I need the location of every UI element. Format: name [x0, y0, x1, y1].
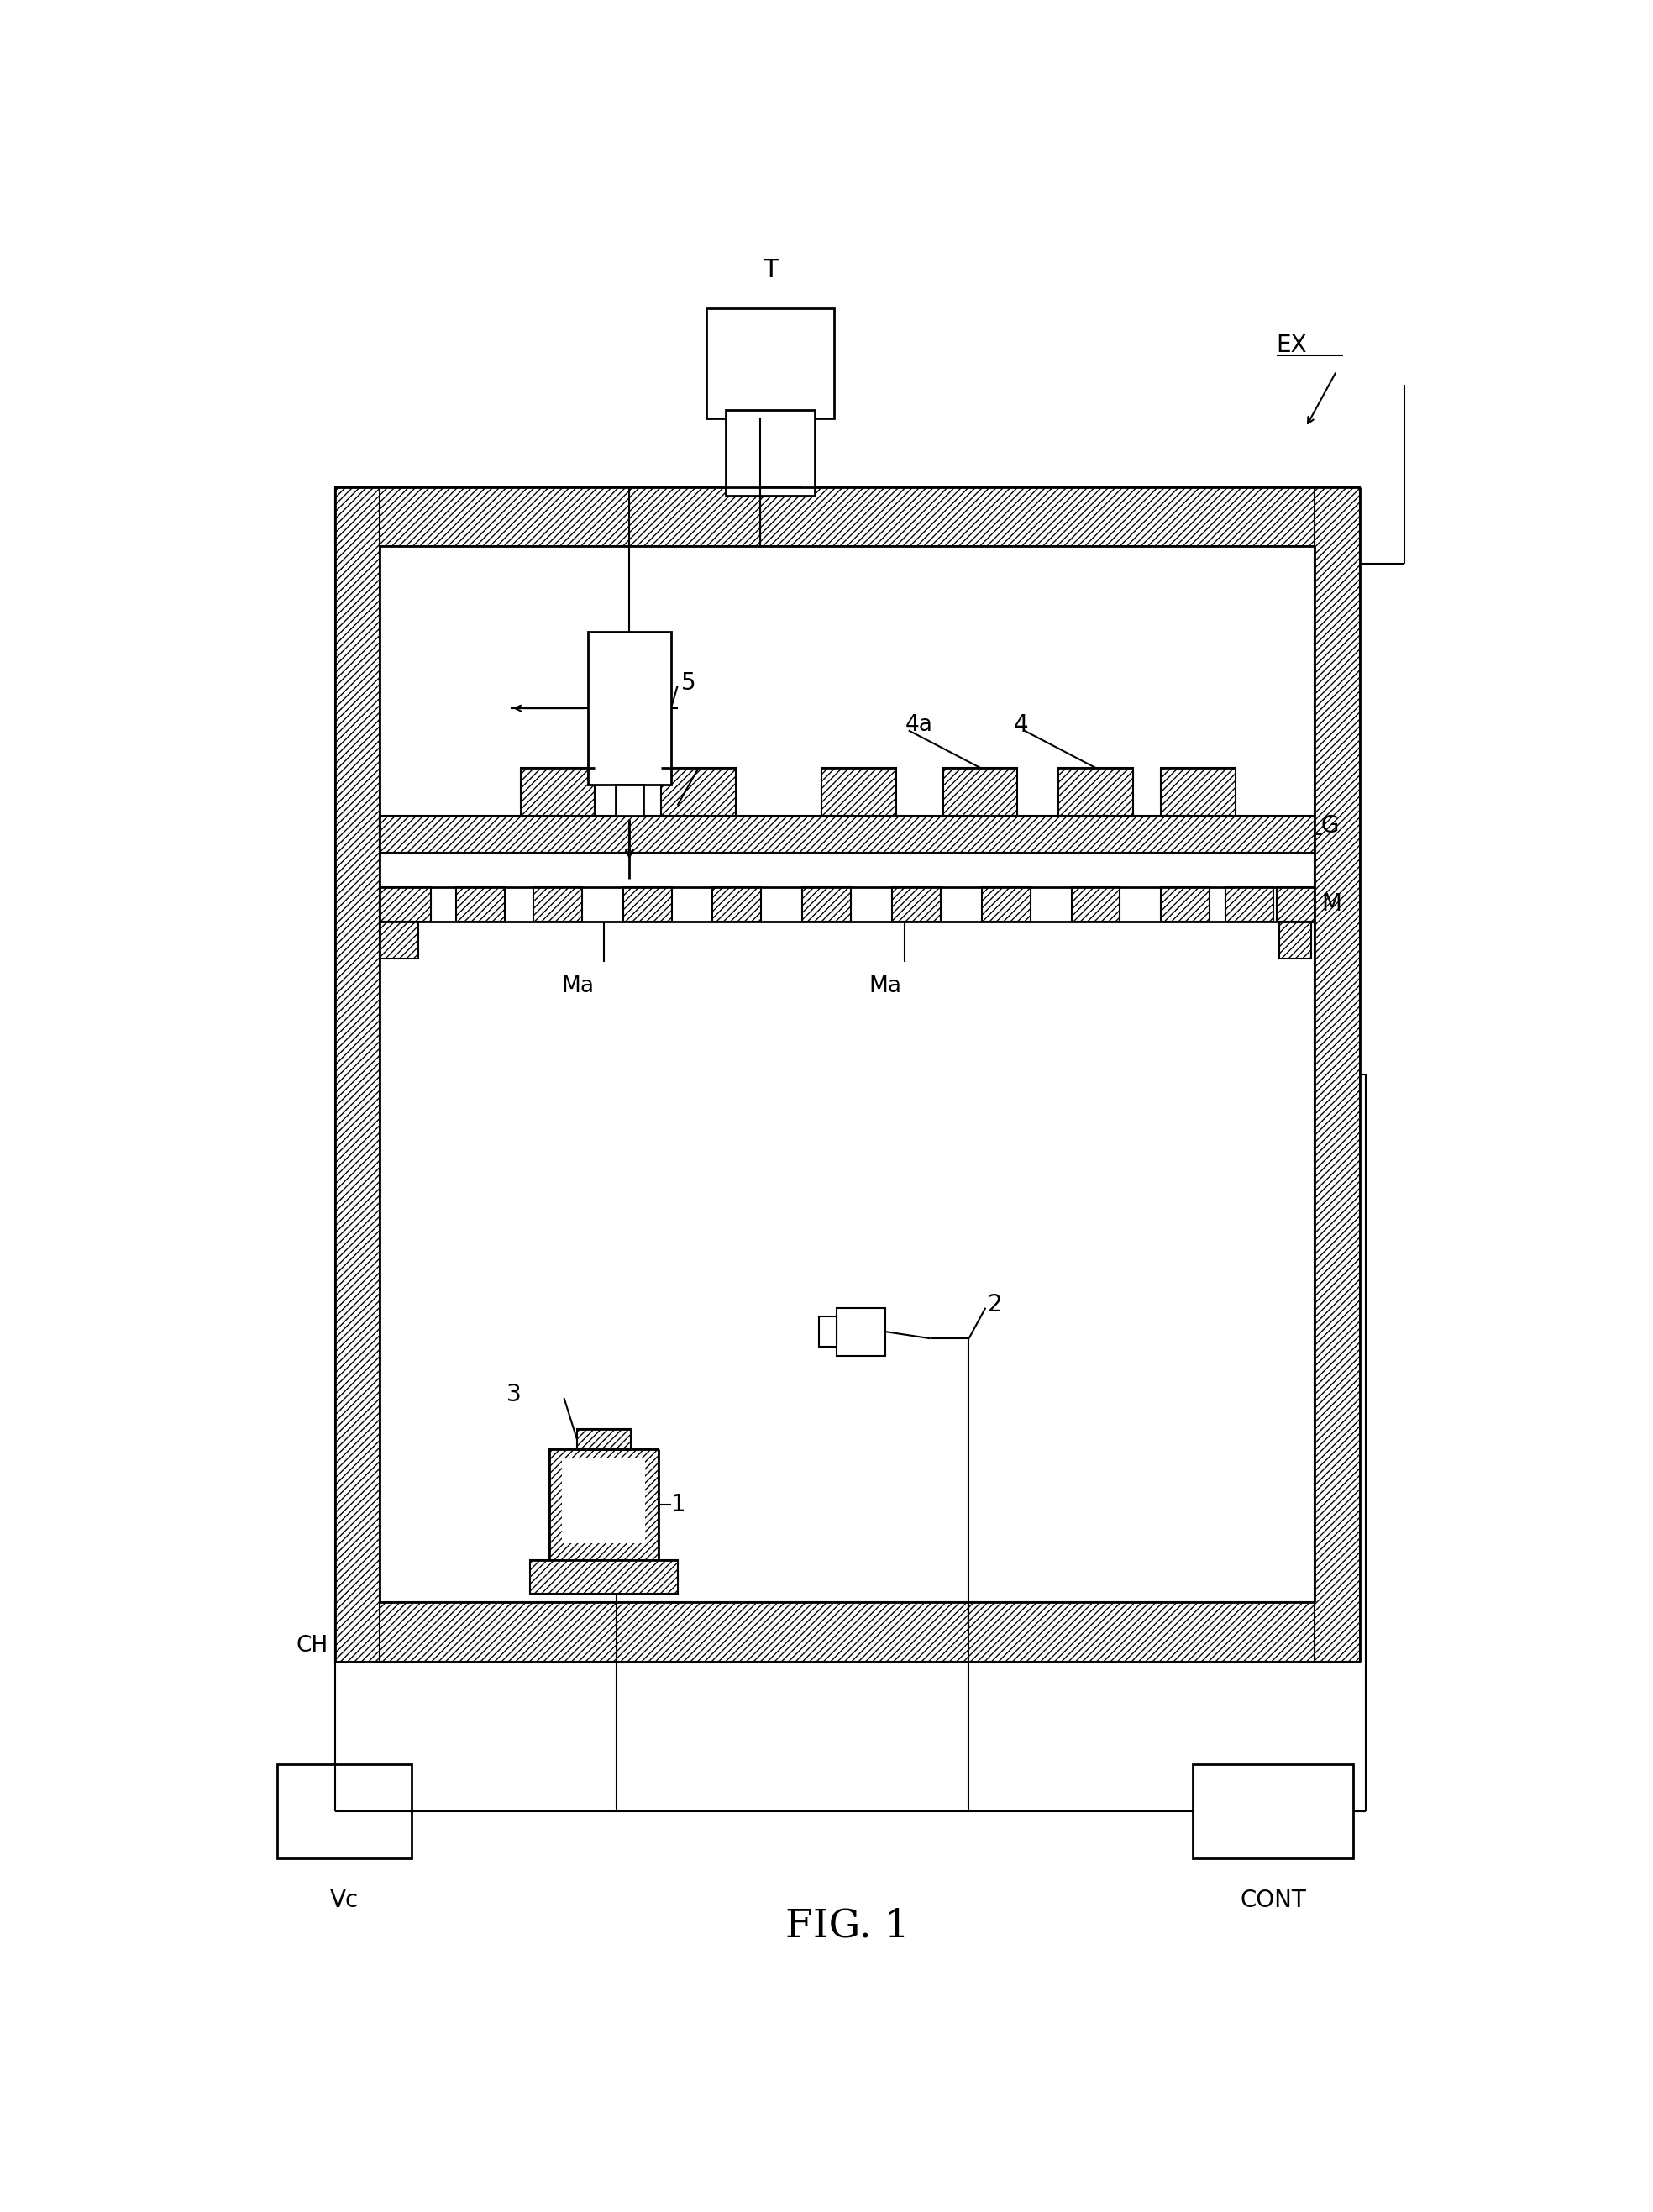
- Bar: [1314, 487, 1360, 1661]
- Text: M: M: [1321, 891, 1341, 916]
- Text: CONT: CONT: [1240, 1889, 1306, 1911]
- Text: CH: CH: [296, 1635, 329, 1657]
- Text: Ma: Ma: [869, 975, 903, 998]
- Bar: [1160, 887, 1210, 920]
- Bar: [531, 1559, 678, 1595]
- Bar: [380, 816, 1314, 854]
- Text: 3: 3: [506, 1382, 521, 1407]
- Bar: [380, 920, 418, 958]
- Bar: [380, 887, 431, 920]
- Bar: [521, 768, 595, 816]
- Text: G: G: [1321, 814, 1339, 838]
- Bar: [1193, 1765, 1354, 1858]
- Text: Ma: Ma: [562, 975, 595, 998]
- Bar: [278, 1765, 412, 1858]
- Bar: [562, 1458, 645, 1544]
- Bar: [818, 1316, 836, 1347]
- Bar: [534, 887, 582, 920]
- Bar: [623, 887, 671, 920]
- Bar: [1225, 887, 1274, 920]
- Bar: [706, 307, 835, 418]
- Bar: [1276, 887, 1314, 920]
- Text: 1: 1: [671, 1493, 686, 1515]
- Bar: [1058, 768, 1132, 816]
- Bar: [944, 768, 1018, 816]
- Bar: [661, 768, 736, 816]
- Text: 4a: 4a: [681, 792, 709, 812]
- Bar: [836, 1307, 886, 1356]
- Bar: [802, 887, 851, 920]
- Text: Vc: Vc: [331, 1889, 359, 1911]
- Bar: [456, 887, 506, 920]
- Bar: [549, 1449, 658, 1559]
- Bar: [334, 487, 1360, 546]
- Text: EX: EX: [1276, 334, 1308, 358]
- Bar: [822, 768, 896, 816]
- Bar: [893, 887, 941, 920]
- Bar: [615, 785, 643, 816]
- Text: T: T: [762, 259, 779, 283]
- Text: 5: 5: [681, 670, 696, 695]
- Bar: [334, 1601, 1360, 1661]
- Bar: [1279, 920, 1311, 958]
- Bar: [1071, 887, 1121, 920]
- Text: FIG. 1: FIG. 1: [785, 1907, 909, 1944]
- Text: 4a: 4a: [904, 714, 932, 737]
- Bar: [334, 487, 380, 1661]
- Text: 2: 2: [988, 1292, 1003, 1316]
- Bar: [726, 409, 815, 495]
- Bar: [1160, 768, 1235, 816]
- Bar: [577, 1429, 631, 1449]
- Bar: [712, 887, 762, 920]
- Bar: [982, 887, 1030, 920]
- Bar: [588, 633, 671, 785]
- Text: 4: 4: [1013, 714, 1028, 737]
